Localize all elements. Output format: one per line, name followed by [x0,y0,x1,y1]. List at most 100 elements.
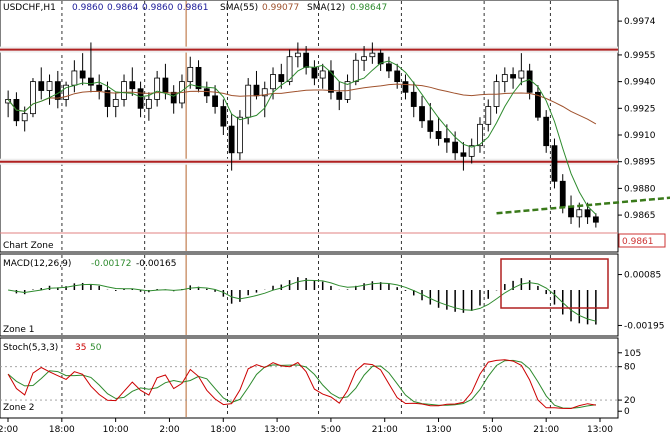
candle-body [592,216,599,223]
candle-body [253,84,260,97]
x-tick-label: 2:00 [159,425,179,435]
candle-body [584,209,591,218]
candle-body [518,70,525,79]
candle-body [535,91,541,118]
macd-y-tick-label: -0.00195 [624,321,664,331]
legend-sma12-value: 0.98647 [350,3,387,13]
candle-body [551,145,558,182]
candle-body [71,70,78,86]
ohlc-close: 0.9861 [177,3,209,13]
candle-body [21,113,28,122]
price-vertical-separators [61,1,551,251]
x-tick-label: 21:00 [533,425,559,435]
macd-y-axis: 0.00085 -0.00195 [618,271,664,331]
stoch-signal-value: 50 [90,343,102,353]
x-tick-label: 5:00 [321,425,341,435]
price-y-tick-label: 0.9974 [624,17,656,27]
x-tick-label: 13:00 [426,425,452,435]
candle-body [63,84,69,100]
candle-body [129,81,136,90]
candle-body [559,180,566,207]
candle-body [96,84,103,91]
stoch-y-axis: 105 80 200 [618,349,641,417]
macd-vertical-separators [61,255,551,335]
price-panel-frame [0,0,619,253]
macd-title: MACD(12,26,9) [3,259,71,269]
candle-body [435,131,442,139]
candle-body [220,106,227,127]
candle-body [460,152,467,157]
x-tick-label: 18:00 [49,425,75,435]
candle-body [137,88,144,109]
chart-zone-label: Chart Zone [3,241,54,251]
candle-body [38,81,45,91]
candle-body [228,125,235,154]
candle-body [294,52,301,58]
candle-body [286,56,293,83]
candle-body [303,52,310,68]
candle-body [419,106,425,122]
candle-body [576,209,583,218]
candle-body [112,99,119,107]
stoch-vertical-separators [61,339,551,417]
ohlc-low: 0.9860 [142,3,174,13]
ohlc-open: 0.9860 [72,3,104,13]
candle-body [501,74,508,83]
stoch-y-tick-label: 80 [624,363,636,373]
candle-body [195,66,202,90]
x-tick-label: 2:00 [0,425,18,435]
candle-body [485,106,492,125]
candle-body [394,70,401,83]
legend-sma12-name: SMA(12) [307,3,345,13]
stochastic-panel[interactable]: Stoch(5,3,3) 35 50 Zone 2 105 80 200 [0,337,641,419]
symbol-title: USDCHF,H1 [3,3,56,13]
candle-body [104,90,111,107]
sma12-line [7,60,597,215]
price-y-tick-label: 0.9910 [624,131,656,141]
candle-body [270,74,276,90]
candle-body [477,123,483,147]
price-panel[interactable]: USDCHF,H1 0.9860 0.9864 0.9860 0.9861 SM… [0,0,670,253]
candle-body [452,141,459,154]
candle-body [402,81,409,93]
candle-body [162,77,169,93]
candle-body [543,116,550,147]
candle-body [311,66,318,79]
candle-body [328,70,334,93]
candle-body [212,95,218,107]
candlesticks [5,42,599,228]
trend-arrow [496,196,670,215]
price-y-tick-label: 0.9880 [624,184,656,194]
x-tick-label: 10:00 [103,425,129,435]
stoch-main-value: 35 [75,343,86,353]
x-tick-label: 21:00 [372,425,398,435]
macd-y-tick-label: 0.00085 [624,271,661,281]
stoch-levels [0,366,618,401]
stoch-y-tick-label: 20 [624,396,636,406]
candle-body [145,99,152,109]
price-y-axis: 0.9974 0.9955 0.9940 0.9925 0.9910 0.9895 0.98… [618,17,656,221]
candle-body [319,70,326,79]
candle-body [46,81,53,91]
macd-panel[interactable]: MACD(12,26,9) -0.00172 -0.00165 Zone 1 0… [0,253,664,337]
price-y-tick-label: 0.9865 [624,211,656,221]
candle-body [88,77,94,86]
legend-sma55-value: 0.99077 [262,3,299,13]
macd-panel-frame [0,253,619,337]
stoch-signal-line [7,359,596,409]
x-tick-label: 18:00 [210,425,236,435]
x-tick-label: 13:00 [264,425,290,435]
macd-highlight-box [500,258,609,309]
zone1-label: Zone 1 [3,325,35,335]
candle-body [386,63,392,72]
macd-main-value: -0.00172 [91,259,131,269]
macd-signal-value: -0.00165 [136,259,176,269]
candle-body [30,81,36,115]
zone2-label: Zone 2 [3,403,35,413]
candle-body [237,116,243,154]
x-tick-label: 13:00 [587,425,613,435]
candle-body [427,120,434,132]
candle-body [443,138,450,143]
stoch-y-tick-label: 105 [624,349,641,359]
